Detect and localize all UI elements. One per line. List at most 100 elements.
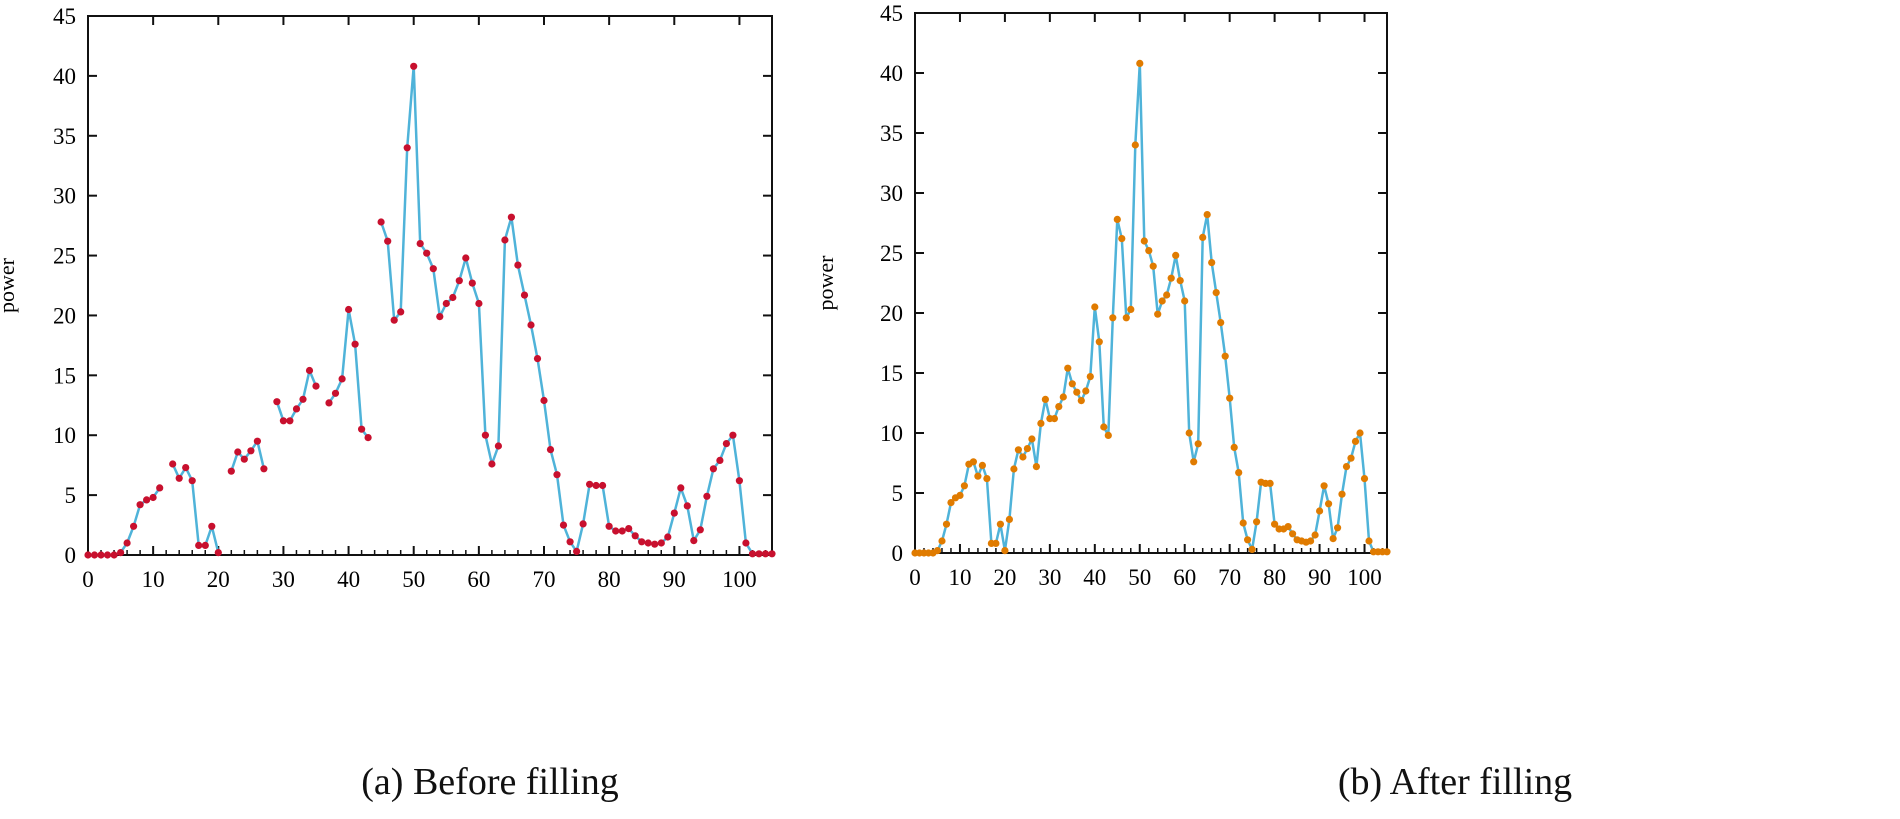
data-point <box>1118 235 1126 243</box>
data-point <box>1194 440 1202 448</box>
data-point <box>709 465 718 473</box>
data-point <box>1005 515 1013 524</box>
data-point <box>1226 394 1234 402</box>
data-point <box>1360 475 1369 483</box>
data-point <box>1041 395 1049 403</box>
data-point <box>716 456 724 464</box>
data-point <box>182 464 190 472</box>
data-point <box>1127 305 1135 313</box>
data-point <box>410 62 418 70</box>
data-point <box>423 249 431 257</box>
data-point <box>149 493 157 502</box>
data-point <box>956 491 964 499</box>
data-point <box>1091 303 1099 311</box>
data-point <box>1244 536 1252 544</box>
x-tick-label: 100 <box>722 567 757 592</box>
chart-after-filling: 0 5 10 15 20 25 30 35 40 45 0 10 20 30 40 50 60 70 80 90 100… <box>813 1 1391 590</box>
data-point <box>123 539 131 547</box>
y-tick-label: 0 <box>892 541 904 566</box>
x-tick-label: 10 <box>142 567 165 592</box>
x-tick-label: 50 <box>402 567 425 592</box>
data-point <box>273 398 281 406</box>
data-point <box>1145 247 1153 255</box>
data-point <box>240 455 248 463</box>
data-point <box>305 366 314 375</box>
data-point <box>1181 297 1189 305</box>
data-point <box>1190 458 1198 466</box>
data-point <box>1154 310 1162 318</box>
data-point <box>942 520 951 528</box>
y-tick-label: 10 <box>53 423 76 448</box>
data-point <box>527 321 535 329</box>
data-point <box>566 538 574 546</box>
data-point <box>638 538 646 546</box>
data-point <box>1253 518 1261 526</box>
data-point <box>312 382 320 390</box>
y-tick-label: 35 <box>880 121 903 146</box>
data-point <box>1010 465 1018 473</box>
data-point <box>625 525 633 533</box>
data-point <box>468 279 476 287</box>
data-point <box>1342 463 1351 471</box>
data-point <box>1307 537 1315 545</box>
data-point <box>514 261 522 269</box>
data-point <box>1172 251 1180 259</box>
data-point <box>416 240 424 248</box>
data-point <box>1208 259 1216 267</box>
data-point <box>1176 277 1184 285</box>
data-point <box>1347 454 1355 462</box>
data-point <box>260 465 268 473</box>
data-point <box>1077 397 1085 405</box>
data-point <box>533 355 542 363</box>
data-point <box>358 425 366 433</box>
data-point <box>599 481 607 490</box>
data-point <box>1271 520 1279 528</box>
data-point <box>1158 297 1166 305</box>
data-point <box>1131 141 1139 149</box>
data-point <box>1059 393 1067 401</box>
data-point <box>978 461 986 469</box>
data-point <box>286 417 294 425</box>
data-point <box>761 550 770 558</box>
x-tick-label: 20 <box>207 567 230 592</box>
data-point <box>345 305 353 314</box>
chart-panel-before: 0 5 10 15 20 25 30 35 40 45 0 10 20 30 40 50 60 70 80 90 100… <box>0 4 776 592</box>
data-point <box>722 440 731 448</box>
x-tick-label: 40 <box>1083 565 1106 590</box>
data-point <box>520 291 529 299</box>
data-point <box>1230 443 1238 451</box>
x-tick-label: 10 <box>948 565 971 590</box>
data-point <box>377 218 385 226</box>
data-point <box>1086 373 1094 381</box>
chart-before-filling: 0 5 10 15 20 25 30 35 40 45 0 10 20 30 40 50 60 70 80 90 100… <box>0 4 776 592</box>
x-tick-label: 90 <box>663 567 686 592</box>
data-point <box>1073 388 1081 396</box>
data-point <box>1356 429 1364 437</box>
data-point <box>1023 445 1031 453</box>
data-point <box>90 551 99 559</box>
data-point <box>208 522 216 530</box>
chart-panel-after: 0 5 10 15 20 25 30 35 40 45 0 10 20 30 40 50 60 70 80 90 100… <box>813 0 1575 819</box>
data-point <box>546 446 555 454</box>
data-point <box>481 431 489 439</box>
y-tick-label: 10 <box>880 421 903 446</box>
data-point <box>1082 387 1090 395</box>
data-point <box>325 399 333 407</box>
data-point <box>974 472 982 480</box>
data-point <box>462 254 470 262</box>
data-point <box>143 496 151 504</box>
data-point <box>1248 545 1256 554</box>
data-point <box>175 474 183 482</box>
data-point <box>960 482 968 490</box>
y-tick-label: 30 <box>880 181 903 206</box>
data-point <box>947 499 955 507</box>
data-point <box>969 458 977 466</box>
data-point <box>201 541 209 550</box>
data-point <box>559 521 568 529</box>
data-point <box>227 467 235 475</box>
data-point <box>1014 446 1022 454</box>
data-point <box>1203 211 1211 219</box>
data-point <box>1055 403 1063 411</box>
data-point <box>449 293 457 302</box>
x-tick-label: 100 <box>1347 565 1382 590</box>
